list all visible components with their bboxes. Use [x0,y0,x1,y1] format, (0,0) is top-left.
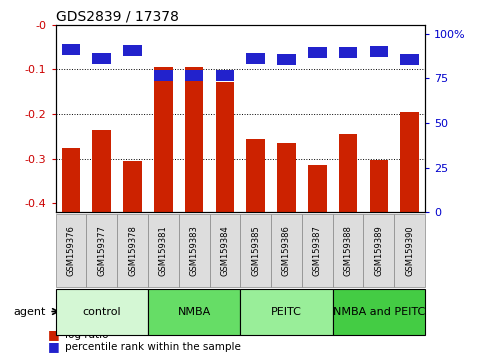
Bar [215,82,234,212]
Text: GSM159385: GSM159385 [251,225,260,276]
Bar [369,160,388,212]
Text: GSM159383: GSM159383 [190,225,199,276]
Text: NMBA and PEITC: NMBA and PEITC [333,307,425,316]
Bar [246,53,265,64]
Bar [185,70,203,81]
Bar [62,148,80,212]
Bar [92,130,111,212]
Text: GSM159378: GSM159378 [128,225,137,276]
Text: GSM159388: GSM159388 [343,225,353,276]
Text: log ratio: log ratio [65,330,109,339]
Bar [308,47,327,58]
Text: PEITC: PEITC [271,307,302,316]
Bar [277,54,296,65]
Bar [308,166,327,212]
Bar [215,70,234,81]
Text: ■: ■ [48,341,60,353]
Text: agent: agent [14,307,46,316]
Text: GSM159381: GSM159381 [159,225,168,276]
Bar [339,47,357,58]
Bar [62,45,80,55]
Text: GSM159376: GSM159376 [67,225,75,276]
Text: GSM159390: GSM159390 [405,225,414,276]
Text: GSM159387: GSM159387 [313,225,322,276]
Text: GSM159389: GSM159389 [374,225,384,276]
Bar [154,70,172,81]
Bar [400,112,419,212]
Bar [246,139,265,212]
Bar [369,46,388,57]
Bar [277,143,296,212]
Text: GSM159386: GSM159386 [282,225,291,276]
Bar [339,134,357,212]
Bar [123,45,142,56]
Text: GDS2839 / 17378: GDS2839 / 17378 [56,10,178,24]
Bar [185,67,203,212]
Bar [154,67,172,212]
Bar [400,54,419,65]
Text: NMBA: NMBA [177,307,211,316]
Text: ■: ■ [48,328,60,341]
Bar [92,53,111,64]
Text: GSM159377: GSM159377 [97,225,106,276]
Text: percentile rank within the sample: percentile rank within the sample [65,342,241,352]
Text: GSM159384: GSM159384 [220,225,229,276]
Text: control: control [83,307,121,316]
Bar [123,161,142,212]
